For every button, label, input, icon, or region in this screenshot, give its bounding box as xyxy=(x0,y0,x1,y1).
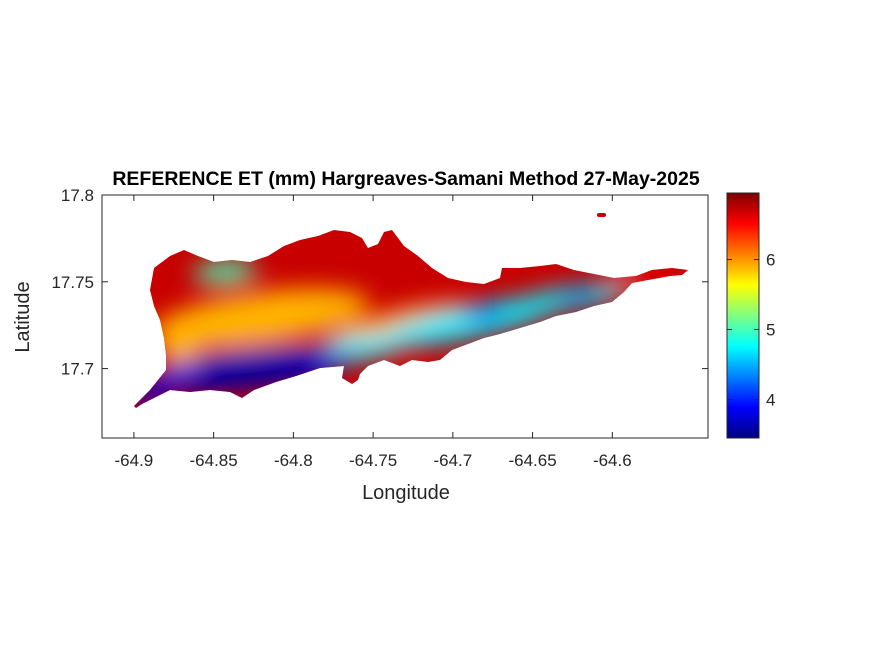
heatmap-zone xyxy=(465,305,505,321)
chart-title: REFERENCE ET (mm) Hargreaves-Samani Meth… xyxy=(112,168,699,190)
x-tick-label: -64.6 xyxy=(593,451,632,470)
y-tick-label: 17.7 xyxy=(61,360,94,379)
colorbar-tick-label: 5 xyxy=(766,321,775,340)
heatmap-zone xyxy=(193,260,257,284)
islet-northeast xyxy=(597,213,606,217)
x-axis: -64.9 -64.85 -64.8 -64.75 -64.7 -64.65 -64.6 xyxy=(115,195,632,470)
x-tick-label: -64.8 xyxy=(274,451,313,470)
heatmap-zone xyxy=(151,288,369,348)
x-tick-label: -64.65 xyxy=(508,451,556,470)
x-tick-label: -64.75 xyxy=(349,451,397,470)
heatmap-zone xyxy=(377,296,563,348)
heatmap-zone xyxy=(134,380,169,408)
y-tick-label: 17.8 xyxy=(61,186,94,205)
y-axis: 17.7 17.75 17.8 xyxy=(51,186,708,379)
heatmap-zone xyxy=(560,289,596,303)
heatmap-zone xyxy=(184,359,316,387)
colorbar-ticks: 4 5 6 xyxy=(727,251,775,410)
y-axis-label: Latitude xyxy=(12,281,34,352)
x-tick-label: -64.85 xyxy=(190,451,238,470)
x-axis-label: Longitude xyxy=(362,482,450,504)
colorbar xyxy=(726,192,760,439)
colorbar-tick-label: 6 xyxy=(766,251,775,270)
heatmap-zone xyxy=(158,315,202,365)
colorbar-tick-label: 4 xyxy=(766,391,775,410)
x-tick-label: -64.9 xyxy=(115,451,154,470)
x-tick-label: -64.7 xyxy=(433,451,472,470)
y-tick-label: 17.75 xyxy=(51,273,94,292)
